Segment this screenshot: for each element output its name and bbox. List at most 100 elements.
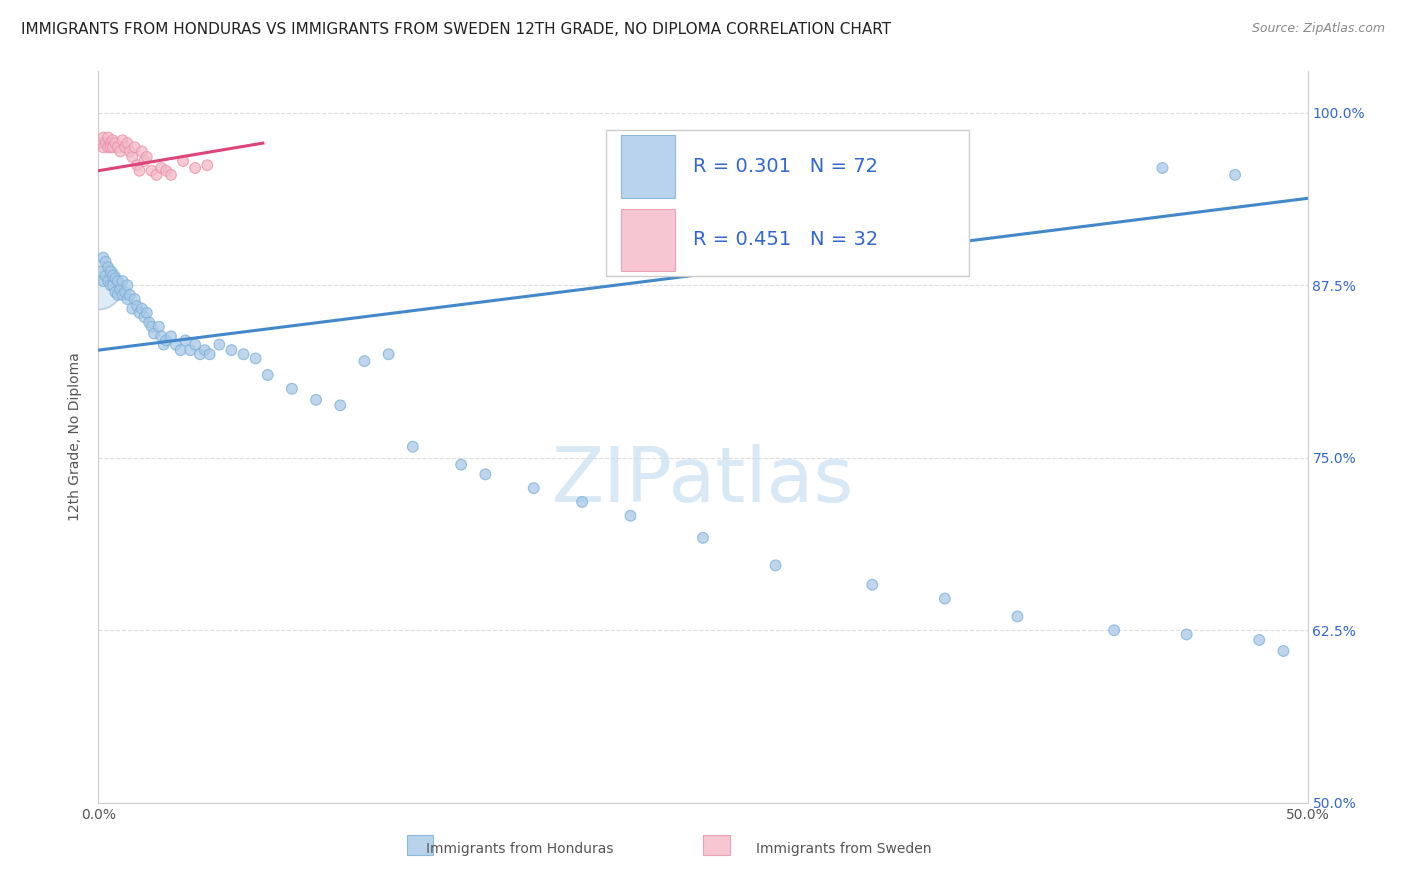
Point <box>107 288 129 302</box>
Point <box>131 301 153 316</box>
Point <box>198 347 221 361</box>
Point <box>100 278 122 293</box>
Point <box>97 260 120 275</box>
Point <box>128 306 150 320</box>
Point <box>134 154 156 169</box>
Point <box>195 158 218 172</box>
Point <box>256 368 278 382</box>
Point <box>121 150 143 164</box>
Point <box>402 440 425 454</box>
Bar <box>621 136 675 197</box>
Point <box>152 337 174 351</box>
Point <box>860 578 883 592</box>
Point <box>91 140 114 154</box>
Point <box>245 351 267 366</box>
Point <box>100 264 122 278</box>
Point <box>91 130 114 145</box>
Point <box>145 168 167 182</box>
Point <box>97 130 120 145</box>
Point <box>934 591 956 606</box>
Point <box>184 161 207 175</box>
Point <box>179 343 201 358</box>
Point <box>1152 161 1174 175</box>
Point <box>1249 632 1271 647</box>
Bar <box>621 209 675 270</box>
Point <box>208 337 231 351</box>
Text: IMMIGRANTS FROM HONDURAS VS IMMIGRANTS FROM SWEDEN 12TH GRADE, NO DIPLOMA CORREL: IMMIGRANTS FROM HONDURAS VS IMMIGRANTS F… <box>21 22 891 37</box>
Point <box>160 329 183 343</box>
Point <box>188 347 211 361</box>
Point <box>91 274 114 288</box>
Point <box>169 343 191 358</box>
Point <box>474 467 496 482</box>
Point <box>165 337 187 351</box>
Point <box>619 508 641 523</box>
Point <box>194 343 217 358</box>
Point <box>305 392 328 407</box>
Point <box>155 334 177 348</box>
Point <box>134 310 156 324</box>
Point <box>571 495 593 509</box>
Point <box>114 140 136 154</box>
Point <box>87 278 110 293</box>
Point <box>108 145 131 159</box>
Point <box>90 264 112 278</box>
Point <box>90 136 112 150</box>
Point <box>131 145 153 159</box>
Point <box>377 347 399 361</box>
Point <box>1007 609 1029 624</box>
Point <box>329 398 352 412</box>
Bar <box>703 835 730 855</box>
Point <box>101 133 124 147</box>
Text: Source: ZipAtlas.com: Source: ZipAtlas.com <box>1251 22 1385 36</box>
Point <box>104 271 127 285</box>
Point <box>1223 168 1246 182</box>
Point <box>150 161 173 175</box>
Point <box>281 382 304 396</box>
Point <box>172 154 194 169</box>
Point <box>101 140 124 154</box>
Point <box>1175 627 1198 641</box>
Point <box>94 268 117 283</box>
Point <box>128 163 150 178</box>
Point <box>1272 644 1295 658</box>
Point <box>118 145 141 159</box>
Point <box>450 458 472 472</box>
Point <box>141 163 163 178</box>
Text: Immigrants from Honduras: Immigrants from Honduras <box>426 842 614 856</box>
Point <box>104 285 127 300</box>
Point <box>174 334 197 348</box>
Point <box>111 274 134 288</box>
Point <box>127 299 149 313</box>
Point <box>117 136 139 150</box>
Point <box>135 306 157 320</box>
Point <box>141 319 163 334</box>
Point <box>155 163 177 178</box>
Point <box>117 278 139 293</box>
Point <box>692 531 714 545</box>
Point <box>353 354 375 368</box>
Point <box>184 337 207 351</box>
Point <box>118 288 141 302</box>
Text: R = 0.301   N = 72: R = 0.301 N = 72 <box>693 157 879 176</box>
Bar <box>406 835 433 855</box>
Point <box>148 319 170 334</box>
Point <box>108 282 131 296</box>
Point <box>114 285 136 300</box>
Point <box>143 326 166 341</box>
Point <box>150 329 173 343</box>
Point <box>97 274 120 288</box>
Point <box>124 292 146 306</box>
Text: Immigrants from Sweden: Immigrants from Sweden <box>756 842 931 856</box>
Point <box>127 158 149 172</box>
Text: R = 0.451   N = 32: R = 0.451 N = 32 <box>693 230 879 249</box>
Point <box>765 558 787 573</box>
Text: ZIPatlas: ZIPatlas <box>551 444 855 518</box>
Point <box>101 268 124 283</box>
Point <box>124 140 146 154</box>
Point <box>121 301 143 316</box>
Point <box>97 140 120 154</box>
Point <box>135 150 157 164</box>
Point <box>104 136 127 150</box>
Point <box>221 343 243 358</box>
